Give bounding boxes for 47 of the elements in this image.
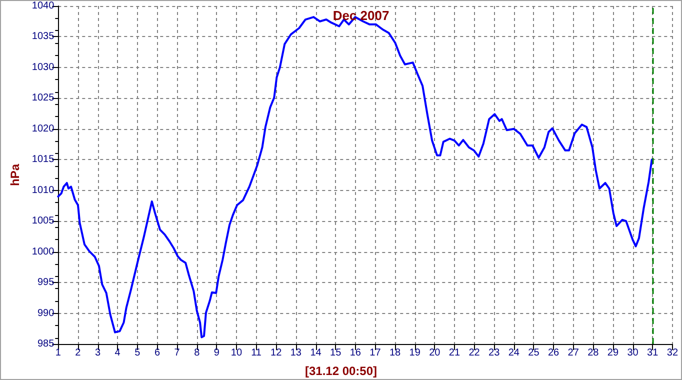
y-tick-label: 1020 <box>32 123 55 134</box>
x-tick-label: 28 <box>588 348 600 358</box>
x-tick-label: 10 <box>230 348 242 358</box>
x-tick-label: 16 <box>350 348 362 358</box>
x-tick-label: 21 <box>448 348 460 358</box>
x-tick-label: 7 <box>174 348 180 358</box>
y-tick-label: 1030 <box>32 62 55 73</box>
x-tick-label: 31 <box>647 348 659 358</box>
x-tick-label: 23 <box>488 348 500 358</box>
x-tick-label: 3 <box>94 348 101 358</box>
x-tick-label: 13 <box>290 348 302 358</box>
x-tick-label: 12 <box>270 348 282 358</box>
x-tick-label: 5 <box>134 348 141 358</box>
y-tick-label: 1005 <box>32 216 55 227</box>
x-tick-label: 24 <box>508 348 520 358</box>
x-tick-label: 26 <box>548 348 560 358</box>
x-tick-label: 4 <box>114 348 121 358</box>
x-tick-label: 22 <box>468 348 480 358</box>
y-tick-label: 985 <box>37 338 55 350</box>
x-tick-label: 9 <box>214 348 220 358</box>
x-tick-label: 11 <box>251 348 262 358</box>
x-tick-label: 20 <box>429 348 441 358</box>
x-tick-label: 2 <box>75 348 82 358</box>
y-tick-label: 1000 <box>32 246 55 258</box>
y-tick-label: 995 <box>37 277 55 288</box>
x-tick-label: 27 <box>568 348 580 358</box>
x-tick-label: 29 <box>607 348 619 358</box>
x-tick-label: 18 <box>389 348 402 358</box>
x-tick-label: 32 <box>666 348 678 358</box>
y-axis-title: hPa <box>8 164 22 186</box>
y-tick-label: 1025 <box>32 92 55 104</box>
y-tick-label: 1015 <box>32 154 55 166</box>
x-tick-label: 8 <box>194 348 200 358</box>
y-tick-label: 1035 <box>32 31 55 42</box>
x-tick-label: 14 <box>310 348 322 358</box>
x-tick-label: 15 <box>330 348 342 358</box>
chart-title: Dec 2007 <box>332 8 390 23</box>
x-tick-label: 19 <box>409 348 421 358</box>
y-tick-label: 1040 <box>32 0 55 12</box>
text: [31.12 00:50] <box>304 364 378 378</box>
x-tick-label: 25 <box>528 348 540 358</box>
x-tick-label: 6 <box>154 348 160 358</box>
x-tick-label: 30 <box>627 348 639 358</box>
x-tick-label: 17 <box>370 348 382 358</box>
y-tick-label: 990 <box>37 308 55 319</box>
x-tick-label: 1 <box>55 348 62 358</box>
y-tick-label: 1010 <box>32 184 55 196</box>
